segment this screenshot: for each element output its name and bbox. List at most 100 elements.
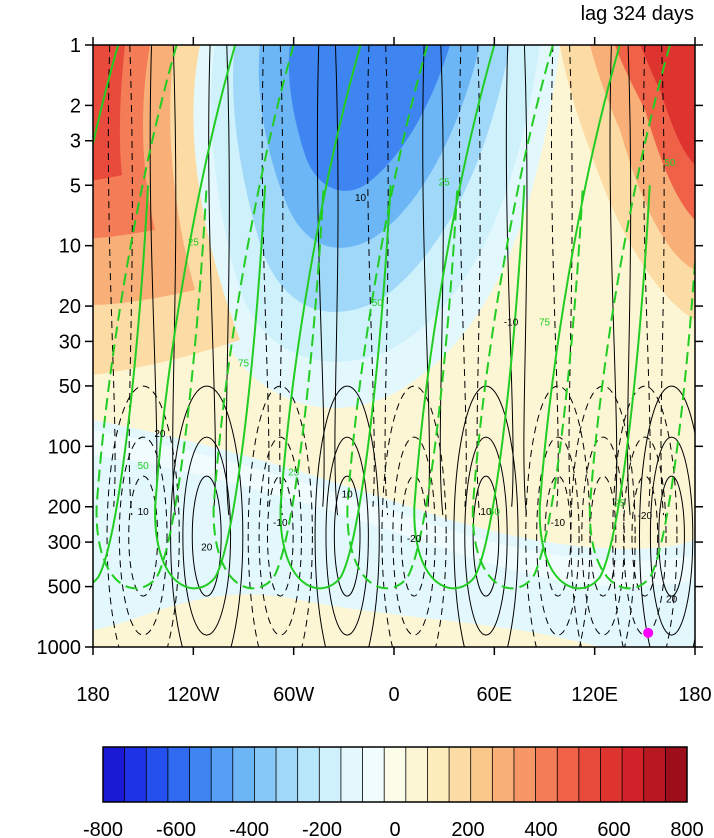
colorbar-swatch [513, 747, 537, 802]
colorbar-label: 800 [670, 819, 703, 838]
black-contour-line [208, 45, 230, 516]
black-contour-label: 20 [154, 429, 166, 440]
black-contour-line [107, 45, 133, 516]
green-contour-label: 25 [439, 177, 451, 188]
colorbar-swatch [384, 747, 407, 802]
x-tick-label: 0 [388, 684, 399, 706]
y-tick-label: 300 [48, 532, 81, 554]
colorbar-swatch [449, 747, 472, 802]
green-contour-line [346, 45, 459, 590]
black-contour-line [258, 436, 302, 636]
green-contour-line [413, 45, 526, 590]
black-contour-line [631, 475, 659, 597]
colorbar-swatch [578, 747, 601, 802]
black-contour-label: -10 [504, 318, 519, 329]
black-contour-label: -20 [407, 534, 422, 545]
black-contour-line [638, 385, 695, 647]
x-tick-label: 120E [571, 684, 618, 706]
y-tick-label: 200 [48, 497, 81, 519]
shade-right-warm-4 [640, 45, 695, 165]
green-contour-label: 75 [238, 358, 250, 369]
green-contour-line [471, 45, 584, 590]
y-tick-label: 30 [59, 331, 81, 353]
colorbar-label: -600 [156, 819, 196, 838]
black-contour-line [589, 475, 617, 597]
y-tick-label: 5 [70, 175, 81, 197]
black-contour-line [472, 475, 500, 597]
colorbar-swatch [319, 747, 342, 802]
y-tick-label: 3 [70, 131, 81, 153]
black-contour-line [623, 436, 667, 636]
colorbar-label: 0 [389, 819, 400, 838]
colorbar-swatch [232, 747, 255, 802]
y-tick-label: 2 [70, 95, 81, 117]
black-contour-line [609, 45, 632, 516]
colorbar-swatch [492, 747, 515, 802]
green-contour-label: 50 [138, 461, 150, 472]
colorbar-swatch [211, 747, 234, 802]
colorbar-label: 200 [451, 819, 484, 838]
black-contour-line [464, 436, 508, 636]
chart-title: lag 324 days [581, 3, 694, 25]
green-contour-line [95, 45, 208, 590]
black-contour-line [182, 436, 232, 636]
black-contour-line [536, 436, 580, 636]
black-contour-line [658, 475, 685, 597]
black-contour-label: -20 [638, 511, 653, 522]
colorbar-label: 600 [597, 819, 630, 838]
colorbar-swatch [340, 747, 364, 802]
black-contour-line [381, 385, 447, 647]
x-tick-label: 60E [477, 684, 513, 706]
colorbar-swatch [276, 747, 299, 802]
black-contour-line [191, 475, 222, 597]
green-contour-line [212, 45, 325, 590]
colorbar-swatch [254, 747, 277, 802]
green-contour-label: 25 [188, 238, 200, 249]
black-contour-line [247, 385, 313, 647]
black-contour-line [333, 475, 361, 597]
colorbar-swatch [622, 747, 645, 802]
black-contour-line [170, 385, 244, 647]
green-contour-line [154, 45, 267, 590]
green-contour-label: 25 [288, 468, 300, 479]
black-contour-line [459, 45, 481, 516]
black-contour-label: -10 [273, 518, 288, 529]
y-tick-label: 50 [59, 376, 81, 398]
colorbar-swatch [405, 747, 428, 802]
colorbar-swatch [189, 747, 212, 802]
black-contour-line [266, 475, 294, 597]
colorbar-swatch [103, 747, 126, 802]
y-tick-label: 1000 [37, 637, 82, 659]
black-contour-label: 10 [355, 193, 367, 204]
black-contour-line [314, 385, 380, 647]
black-contour-line [325, 436, 369, 636]
black-contour-line [400, 475, 428, 597]
colorbar: -800 -600 -400 -200 0 200 400 600 800 [83, 746, 704, 838]
y-axis: 1 2 3 5 10 20 30 50 100 200 300 500 1000 [37, 35, 703, 659]
black-contour-line [392, 436, 436, 636]
x-tick-label: 60W [273, 684, 314, 706]
black-contour-line [261, 45, 284, 516]
black-contour-line [505, 45, 528, 516]
black-contour-line [649, 436, 694, 636]
colorbar-frame [102, 746, 688, 803]
black-contour-line [642, 45, 665, 516]
black-contour-label: 20 [201, 542, 213, 553]
colorbar-swatch [470, 747, 493, 802]
y-tick-label: 1 [70, 35, 81, 57]
colorbar-label: -400 [229, 819, 269, 838]
y-tick-label: 20 [59, 296, 81, 318]
colorbar-swatch [557, 747, 580, 802]
black-contour-label: 10 [138, 507, 150, 518]
green-contour-label: 25 [614, 499, 626, 510]
green-contour-line [93, 45, 150, 584]
black-contour-label: 10 [342, 490, 354, 501]
green-contour-label: 75 [539, 318, 551, 329]
x-axis: 180 120W 60W 0 60E 120E 180 [76, 37, 712, 706]
black-contour-label: 20 [666, 594, 678, 605]
black-contour-line [106, 385, 180, 647]
x-tick-label: 180 [678, 684, 711, 706]
green-contour-label: 50 [489, 507, 501, 518]
colorbar-swatch [124, 747, 147, 802]
green-contours [93, 45, 695, 590]
